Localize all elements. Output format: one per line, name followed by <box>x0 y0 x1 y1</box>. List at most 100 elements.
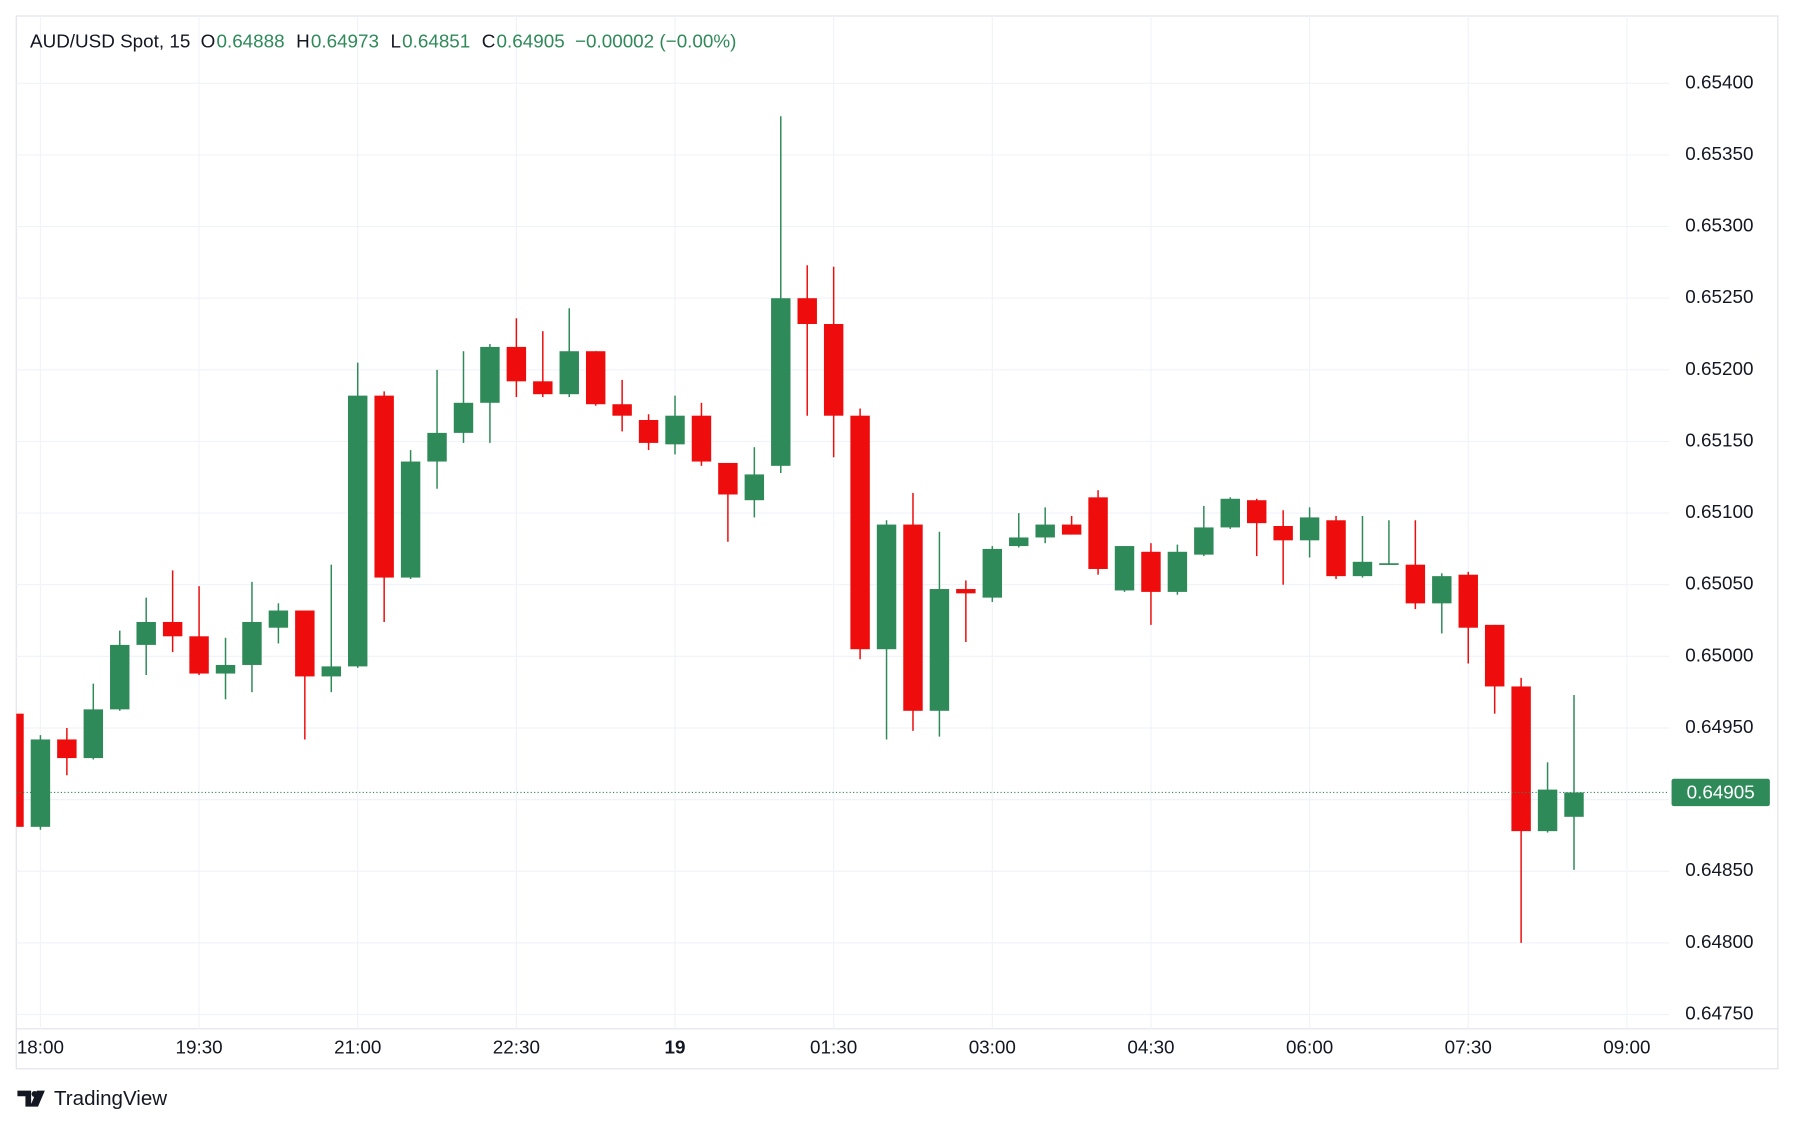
candle-body <box>427 432 447 462</box>
candles <box>16 116 1584 943</box>
y-tick-label: 0.64750 <box>1685 1002 1753 1023</box>
candle-body <box>57 739 77 759</box>
candle-body <box>585 351 606 405</box>
candle-body <box>850 415 870 650</box>
candle-body <box>1379 563 1399 565</box>
candle-body <box>903 524 923 711</box>
x-tick-label: 18:00 <box>17 1036 64 1057</box>
x-tick-label: 09:00 <box>1603 1036 1650 1057</box>
brand-logo <box>17 1090 45 1107</box>
candle-body <box>1405 564 1426 604</box>
symbol-title: AUD/USD Spot, 15 <box>30 30 190 51</box>
candle-body <box>929 589 950 711</box>
candle-body <box>956 589 976 594</box>
logo-mark <box>17 1090 45 1107</box>
ohlc-value: 0.64888 <box>216 30 284 51</box>
candle-body <box>982 548 1003 598</box>
last-price-box <box>1671 778 1770 807</box>
candle-body <box>771 298 791 466</box>
x-tick-label: 19:30 <box>175 1036 222 1057</box>
candle-body <box>162 621 183 637</box>
y-tick-label: 0.65250 <box>1685 286 1753 307</box>
grid <box>16 16 1670 1029</box>
candle-body <box>797 298 817 325</box>
candle-body <box>665 415 685 445</box>
candle-body <box>1458 574 1478 628</box>
price-change: −0.00002 (−0.00%) <box>575 30 736 51</box>
candle-body <box>1167 551 1188 592</box>
logo-dot <box>31 1091 38 1097</box>
candle-body <box>1141 551 1161 592</box>
candle-body <box>1564 792 1584 817</box>
y-tick-label: 0.65200 <box>1685 358 1753 379</box>
ohlc-label: H <box>296 30 310 51</box>
candle-body <box>295 610 315 677</box>
x-tick-label: 01:30 <box>810 1036 857 1057</box>
y-tick-label: 0.65000 <box>1685 644 1753 665</box>
candle-body <box>1035 524 1055 538</box>
candle-body <box>1194 527 1214 555</box>
candle-body <box>533 381 553 395</box>
candle-body <box>453 402 474 433</box>
candle-body <box>268 610 289 628</box>
candle-body <box>16 713 24 827</box>
ohlc-value: 0.64973 <box>311 30 379 51</box>
candle-body <box>876 524 897 650</box>
x-tick-label: 21:00 <box>334 1036 381 1057</box>
candle-body <box>400 461 421 578</box>
ohlc-value: 0.64905 <box>497 30 565 51</box>
candle-body <box>480 346 500 403</box>
candle-body <box>1009 537 1029 547</box>
x-tick-label: 07:30 <box>1445 1036 1492 1057</box>
y-tick-label: 0.65050 <box>1685 573 1753 594</box>
candle-body <box>1537 789 1558 832</box>
x-tick-label: 06:00 <box>1286 1036 1333 1057</box>
y-tick-label: 0.65400 <box>1685 71 1753 92</box>
candle-body <box>823 324 844 416</box>
candle-body <box>1299 517 1320 541</box>
chart-frame <box>15 15 1779 1070</box>
candle-body <box>559 351 579 395</box>
candle-body <box>30 739 51 827</box>
ohlc-label: O <box>201 30 216 51</box>
ohlc-value: 0.64851 <box>402 30 470 51</box>
y-tick-label: 0.65150 <box>1685 429 1753 450</box>
candle-body <box>638 419 659 443</box>
ohlc-label: C <box>482 30 496 51</box>
candle-body <box>321 666 341 677</box>
candle-body <box>1220 498 1240 528</box>
x-tick-label: 22:30 <box>493 1036 540 1057</box>
y-tick-label: 0.64800 <box>1685 931 1753 952</box>
legend-header: AUD/USD Spot, 15 O0.64888 H0.64973 L0.64851… <box>30 30 736 51</box>
ohlc-label: L <box>390 30 401 51</box>
x-tick-label: 19 <box>665 1036 686 1057</box>
candle-body <box>136 621 156 645</box>
candle-body <box>1247 500 1267 524</box>
candle-body <box>1273 525 1293 541</box>
y-tick-label: 0.65300 <box>1685 215 1753 236</box>
candle-body <box>612 404 632 416</box>
x-tick-label: 03:00 <box>969 1036 1016 1057</box>
candle-body <box>110 644 130 710</box>
candle-body <box>1061 524 1082 535</box>
candle-body <box>1484 624 1505 687</box>
candle-body <box>374 395 394 578</box>
candle-body <box>506 346 527 382</box>
candle-body <box>718 462 738 495</box>
brand: TradingView <box>54 1087 167 1110</box>
candle-body <box>348 395 368 667</box>
x-tick-label: 04:30 <box>1127 1036 1174 1057</box>
candle-body <box>1511 686 1531 832</box>
last-price-label: 0.64905 <box>1687 782 1755 803</box>
candle-body <box>1114 546 1135 591</box>
candle-body <box>83 709 104 759</box>
candle-body <box>1352 561 1373 577</box>
y-tick-label: 0.64850 <box>1685 859 1753 880</box>
y-tick-label: 0.65100 <box>1685 501 1753 522</box>
candle-body <box>691 415 712 462</box>
y-tick-label: 0.65350 <box>1685 143 1753 164</box>
y-tick-label: 0.64950 <box>1685 716 1753 737</box>
candle-body <box>1326 520 1346 577</box>
